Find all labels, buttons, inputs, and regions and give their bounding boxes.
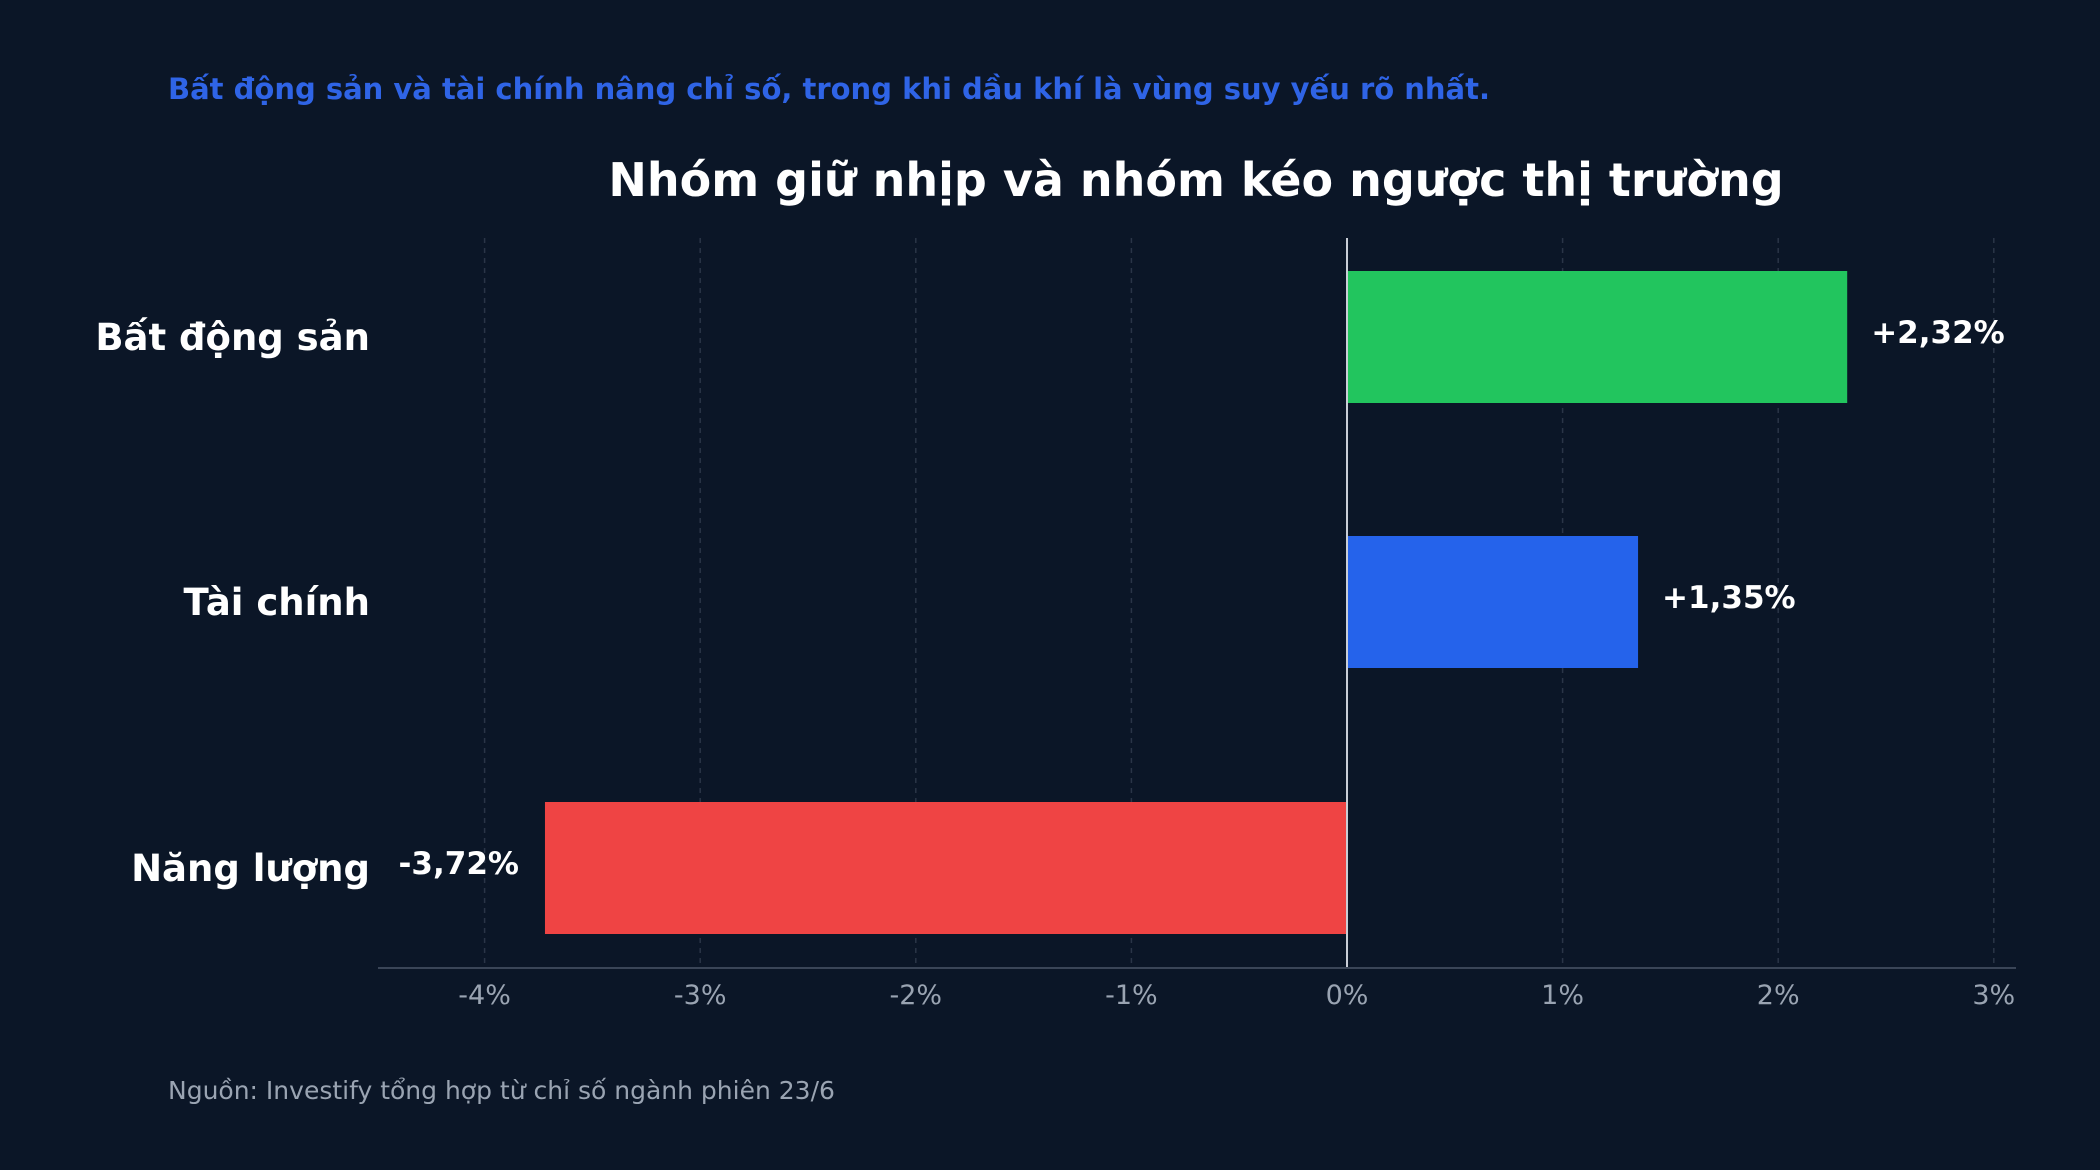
value-label: -3,72% <box>399 846 519 882</box>
bars <box>544 271 1848 934</box>
source-note: Nguồn: Investify tổng hợp từ chỉ số ngàn… <box>168 1076 835 1105</box>
x-tick-label: -1% <box>1105 980 1158 1011</box>
x-tick-label: -4% <box>458 980 511 1011</box>
category-label: Tài chính <box>184 581 370 624</box>
category-label: Năng lượng <box>131 847 370 890</box>
chart-title: Nhóm giữ nhịp và nhóm kéo ngược thị trườ… <box>608 153 1783 207</box>
bar-1 <box>1347 536 1639 668</box>
bar-0 <box>1347 271 1848 403</box>
x-tick-label: -2% <box>890 980 943 1011</box>
labels: Bất động sản Tài chính Năng lượng +2,32% +1,… <box>95 315 2004 890</box>
value-label: +2,32% <box>1871 315 2005 351</box>
x-tick-label: -3% <box>674 980 727 1011</box>
chart-subtitle: Bất động sản và tài chính nâng chỉ số, t… <box>168 72 1491 106</box>
x-tick-label: 1% <box>1541 980 1584 1011</box>
x-axis: -4% -3% -2% -1% 0% 1% 2% 3% <box>378 238 2016 1011</box>
bar-2 <box>544 802 1347 934</box>
x-tick-label: 2% <box>1757 980 1800 1011</box>
x-tick-label: 3% <box>1972 980 2015 1011</box>
value-label: +1,35% <box>1662 580 1796 616</box>
category-label: Bất động sản <box>95 316 370 359</box>
x-tick-label: 0% <box>1326 980 1369 1011</box>
